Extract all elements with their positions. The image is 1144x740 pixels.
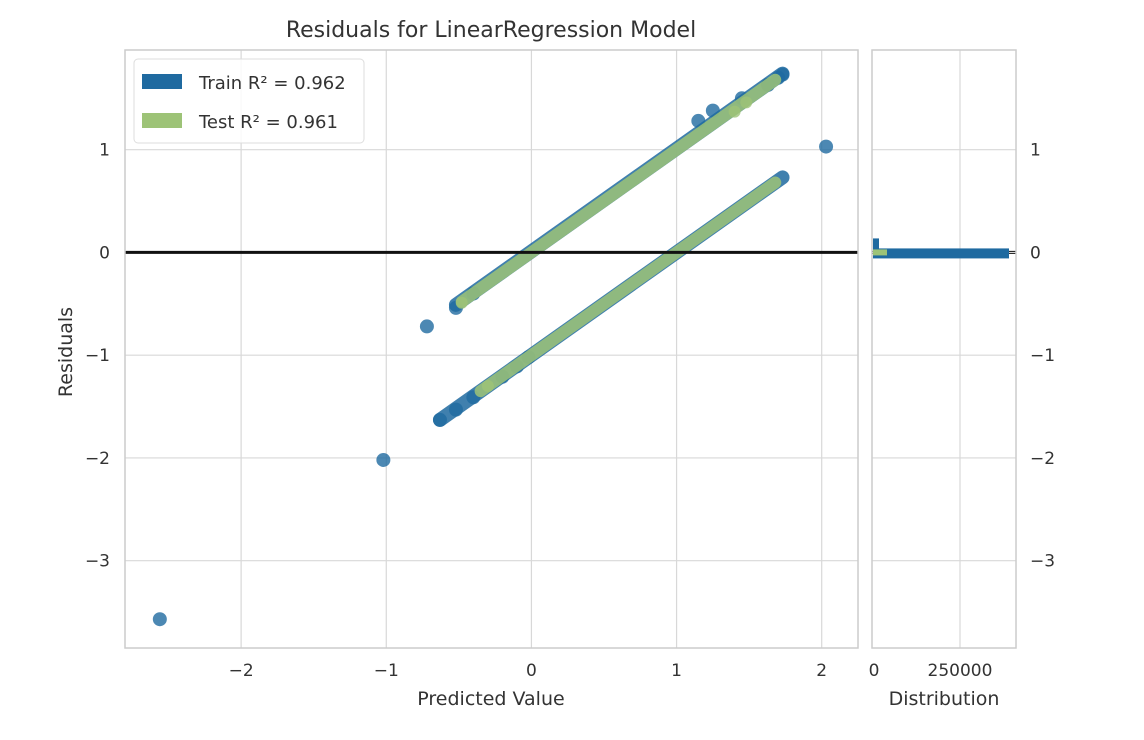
side-y-tick-label: −1 — [1030, 346, 1055, 366]
train-point — [432, 412, 447, 427]
y-tick-label: −3 — [85, 552, 110, 572]
legend-train-swatch — [142, 74, 182, 89]
train-series — [152, 66, 834, 627]
legend-box — [133, 58, 365, 144]
legend: Train R² = 0.962 Test R² = 0.961 — [133, 58, 365, 144]
test-point — [455, 296, 468, 309]
y-tick-label: −2 — [85, 449, 110, 469]
test-point — [481, 379, 494, 392]
side-x-tick-label: 0 — [869, 661, 880, 681]
train-point — [691, 113, 706, 128]
side-y-tick-label: 0 — [1030, 243, 1041, 263]
main-scatter-points — [152, 66, 834, 627]
test-point — [728, 105, 741, 118]
legend-train-label: Train R² = 0.962 — [198, 73, 346, 94]
side-x-axis-label: Distribution — [889, 688, 1000, 710]
y-axis-label: Residuals — [55, 307, 77, 397]
distribution-bars — [873, 238, 1009, 259]
train-point — [419, 319, 434, 334]
side-x-tick-labels: 0 250000 — [869, 661, 993, 681]
train-distribution-bar — [873, 248, 1009, 259]
side-x-tick-label: 250000 — [928, 661, 993, 681]
y-tick-label: −1 — [85, 346, 110, 366]
legend-test-swatch — [142, 113, 182, 128]
x-tick-label: 1 — [671, 661, 682, 681]
side-y-tick-label: 1 — [1030, 141, 1041, 161]
side-grid — [872, 50, 1016, 648]
main-plot-frame — [124, 49, 859, 649]
x-tick-label: −1 — [374, 661, 399, 681]
train-point — [705, 103, 720, 118]
x-tick-labels: −2 −1 0 1 2 — [229, 661, 828, 681]
side-y-tick-label: −2 — [1030, 449, 1055, 469]
train-point — [152, 612, 167, 627]
train-point — [376, 452, 391, 467]
x-axis-label: Predicted Value — [417, 688, 564, 710]
x-tick-label: −2 — [229, 661, 254, 681]
x-tick-label: 2 — [816, 661, 827, 681]
test-band — [455, 73, 782, 308]
legend-test-label: Test R² = 0.961 — [198, 112, 338, 133]
test-band — [474, 176, 782, 398]
test-series — [455, 73, 782, 398]
train-point — [819, 139, 834, 154]
x-tick-label: 0 — [526, 661, 537, 681]
test-point — [740, 96, 753, 109]
y-tick-label: 0 — [99, 243, 110, 263]
side-plot-frame — [871, 49, 1017, 649]
y-tick-labels: −3 −2 −1 0 1 — [85, 141, 110, 572]
y-tick-label: 1 — [99, 141, 110, 161]
side-y-tick-labels: 1 0 −1 −2 −3 — [1030, 141, 1055, 572]
side-y-tick-label: −3 — [1030, 552, 1055, 572]
chart-title: Residuals for LinearRegression Model — [286, 18, 696, 43]
train-point — [448, 402, 463, 417]
test-distribution-bar — [873, 249, 887, 256]
train-distribution-spike — [873, 238, 879, 253]
